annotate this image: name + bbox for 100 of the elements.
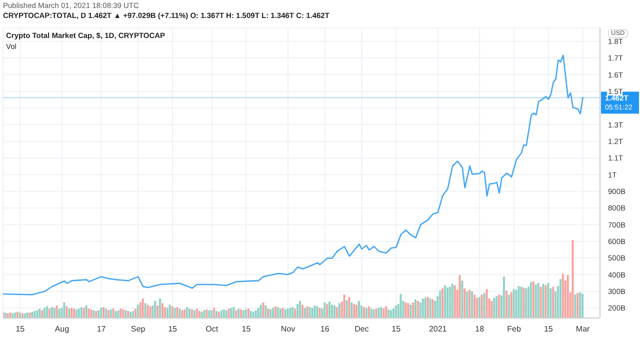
x-tick-label: Mar xyxy=(576,324,590,334)
bar xyxy=(520,286,522,318)
bar xyxy=(9,312,12,318)
bar xyxy=(542,284,544,318)
bar xyxy=(203,310,206,318)
bar xyxy=(41,310,44,318)
bar xyxy=(235,310,238,318)
x-tick-label: Oct xyxy=(206,324,219,334)
bar xyxy=(46,306,48,318)
bar xyxy=(358,300,360,318)
bar xyxy=(146,304,149,318)
bar xyxy=(85,306,88,318)
bar xyxy=(444,285,446,318)
bar xyxy=(70,308,73,318)
bar xyxy=(102,307,104,318)
bar xyxy=(348,296,350,318)
bar xyxy=(471,291,474,318)
bar xyxy=(149,306,152,318)
bar xyxy=(480,294,483,318)
bar xyxy=(213,308,216,318)
bar xyxy=(574,294,576,318)
bar xyxy=(63,302,66,318)
bar xyxy=(380,307,382,318)
bar xyxy=(314,306,316,318)
bar xyxy=(461,280,464,318)
bar xyxy=(161,303,164,318)
bar xyxy=(68,308,70,318)
bar xyxy=(370,308,372,318)
x-tick-label: 2021 xyxy=(428,324,448,334)
bar xyxy=(156,306,159,318)
bar xyxy=(240,309,242,318)
bar xyxy=(208,310,210,318)
bar xyxy=(284,309,286,318)
bar xyxy=(250,310,252,318)
bar xyxy=(230,308,232,318)
bar xyxy=(188,308,190,318)
bar xyxy=(34,310,36,318)
bar xyxy=(490,300,493,318)
bar xyxy=(276,307,279,318)
bar xyxy=(112,308,114,318)
bar xyxy=(326,304,328,318)
bar xyxy=(238,308,240,318)
bar xyxy=(136,304,139,318)
bar xyxy=(378,308,380,318)
x-tick-label: 18 xyxy=(475,324,485,334)
bar xyxy=(338,303,340,318)
bar xyxy=(375,308,378,318)
bar xyxy=(159,298,162,318)
x-tick-label: Feb xyxy=(507,324,522,334)
bar xyxy=(166,308,168,318)
bar xyxy=(196,308,198,318)
bar xyxy=(328,302,331,318)
x-tick-label: Aug xyxy=(54,324,70,334)
bar xyxy=(505,290,508,318)
bar xyxy=(582,294,584,318)
bar xyxy=(404,302,407,318)
bar xyxy=(18,312,21,318)
bar xyxy=(282,308,284,318)
bar xyxy=(346,300,348,318)
bar xyxy=(176,307,178,318)
bar xyxy=(304,308,306,318)
bar xyxy=(508,294,510,318)
bar xyxy=(98,310,100,318)
bar xyxy=(50,307,53,318)
bar xyxy=(260,304,262,318)
bar xyxy=(198,310,200,318)
bar xyxy=(90,309,92,318)
bar xyxy=(407,303,410,318)
bar xyxy=(432,299,434,318)
bar xyxy=(142,298,144,318)
bar xyxy=(296,304,299,318)
x-tick-label: Dec xyxy=(354,324,369,334)
bar xyxy=(117,310,120,318)
bar xyxy=(316,306,318,318)
bar xyxy=(515,290,518,318)
bar xyxy=(547,282,550,318)
bar xyxy=(562,274,564,318)
bar xyxy=(387,309,390,318)
bar xyxy=(318,308,321,318)
bar xyxy=(139,302,142,318)
bar xyxy=(394,306,397,318)
bar xyxy=(540,286,542,318)
bar xyxy=(58,308,60,318)
bar xyxy=(368,306,370,318)
bar xyxy=(473,294,476,318)
bar xyxy=(186,307,188,318)
bar xyxy=(537,282,540,318)
bar xyxy=(454,285,456,318)
bar xyxy=(486,289,488,318)
bar xyxy=(525,288,528,318)
bar xyxy=(464,288,466,318)
bar xyxy=(419,302,422,318)
bar xyxy=(579,292,582,318)
bar xyxy=(510,292,512,318)
bar xyxy=(289,308,292,318)
bar xyxy=(38,308,41,318)
bar xyxy=(442,288,444,318)
bar xyxy=(439,290,442,318)
bar xyxy=(4,312,6,318)
bar xyxy=(522,288,525,318)
